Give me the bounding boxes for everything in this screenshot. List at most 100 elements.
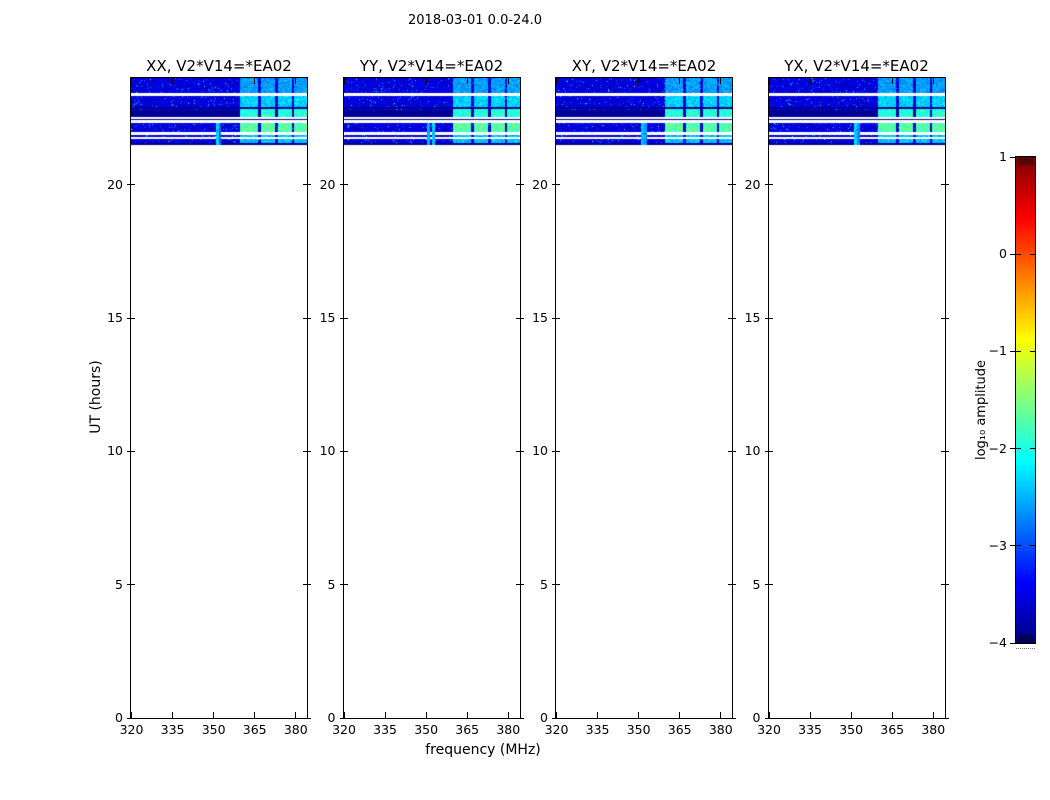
x-axis-tick: [295, 712, 297, 718]
spectrogram-canvas: [556, 78, 732, 718]
y-axis-tick: [728, 450, 736, 452]
x-axis-tick: [850, 712, 852, 718]
x-axis-tick: [720, 712, 722, 718]
spectrogram-canvas: [768, 78, 945, 718]
y-tick-label: 15: [319, 310, 336, 325]
x-axis-tick: [597, 78, 599, 84]
x-axis-tick: [891, 78, 893, 84]
x-tick-label: 365: [455, 722, 480, 737]
colorbar-tick: [1016, 545, 1021, 547]
x-tick-label: 350: [839, 722, 864, 737]
colorbar-minor-dots: [1016, 648, 1035, 649]
spectrogram-panel: [767, 77, 946, 719]
y-tick-label: 10: [532, 443, 548, 459]
x-axis-tick: [720, 78, 722, 84]
y-axis-tick: [940, 450, 949, 452]
x-axis-tick: [768, 78, 770, 84]
x-axis-tick: [254, 712, 256, 718]
y-tick-label: 20: [744, 176, 761, 192]
y-tick-label: 15: [744, 310, 761, 325]
y-axis-tick: [303, 184, 311, 186]
y-axis-tick: [552, 184, 560, 186]
y-axis-tick: [552, 717, 560, 719]
x-tick-label: 320: [332, 722, 356, 737]
x-axis-tick: [384, 712, 386, 718]
colorbar-label: log₁₀ amplitude: [974, 359, 989, 461]
y-tick-label: 10: [319, 443, 336, 459]
x-tick-label: 350: [201, 722, 226, 737]
y-tick-label: 5: [327, 576, 336, 592]
y-axis-tick: [303, 317, 311, 319]
colorbar-tick: [1010, 253, 1016, 255]
colorbar-tick-label: 0: [999, 246, 1007, 262]
x-axis-tick: [768, 712, 770, 718]
y-axis-tick: [339, 184, 348, 186]
spectrogram-canvas: [131, 78, 307, 718]
y-axis-tick: [764, 184, 773, 186]
x-axis-tick: [295, 78, 297, 84]
x-axis-tick: [891, 712, 893, 718]
x-axis-tick: [679, 78, 681, 84]
x-axis-tick: [597, 712, 599, 718]
colorbar-tick-label: −1: [988, 343, 1007, 359]
panel-title: XY, V2*V14=*EA02: [571, 57, 717, 75]
y-axis-tick: [764, 317, 773, 319]
y-axis-tick: [127, 584, 135, 586]
panel-title: XX, V2*V14=*EA02: [146, 57, 292, 75]
y-axis-tick: [515, 717, 524, 719]
x-axis-tick: [131, 712, 133, 718]
x-tick-label: 320: [757, 722, 781, 737]
y-axis-tick: [552, 317, 560, 319]
colorbar: [1015, 156, 1036, 644]
panel-title: YX, V2*V14=*EA02: [784, 57, 929, 75]
x-axis-tick: [932, 78, 934, 84]
y-tick-label: 15: [532, 310, 548, 325]
y-axis-tick: [552, 450, 560, 452]
y-tick-label: 0: [115, 710, 123, 725]
x-tick-label: 380: [921, 722, 946, 737]
y-axis-tick: [940, 584, 949, 586]
y-axis-tick: [303, 717, 311, 719]
x-axis-tick: [638, 712, 640, 718]
y-axis-tick: [764, 450, 773, 452]
y-axis-tick: [728, 584, 736, 586]
x-axis-tick: [556, 712, 558, 718]
y-tick-label: 10: [744, 443, 761, 459]
y-axis-tick: [940, 717, 949, 719]
colorbar-tick: [1010, 545, 1016, 547]
x-axis-tick: [507, 78, 509, 84]
y-axis-tick: [339, 450, 348, 452]
y-axis-tick: [764, 717, 773, 719]
y-axis-tick: [728, 317, 736, 319]
y-tick-label: 0: [327, 710, 336, 725]
y-axis-tick: [339, 584, 348, 586]
x-axis-tick: [213, 78, 215, 84]
y-axis-tick: [552, 584, 560, 586]
x-axis-tick: [507, 712, 509, 718]
x-axis-tick: [172, 78, 174, 84]
y-axis-tick: [728, 717, 736, 719]
y-axis-label: UT (hours): [88, 360, 104, 434]
y-axis-tick: [127, 450, 135, 452]
x-axis-tick: [932, 712, 934, 718]
panel-title: YY, V2*V14=*EA02: [359, 57, 504, 75]
spectrogram-panel: [555, 77, 733, 719]
x-tick-label: 320: [119, 722, 144, 737]
x-tick-label: 380: [708, 722, 733, 737]
y-axis-tick: [515, 184, 524, 186]
x-axis-tick: [131, 78, 133, 84]
y-tick-label: 0: [540, 710, 548, 725]
x-axis-tick: [425, 78, 427, 84]
colorbar-tick-label: 1: [999, 149, 1007, 164]
y-axis-tick: [339, 317, 348, 319]
colorbar-tick: [1016, 253, 1021, 255]
colorbar-tick: [1016, 350, 1021, 352]
x-tick-label: 350: [414, 722, 439, 737]
figure-title: 2018-03-01 0.0-24.0: [408, 13, 542, 28]
y-axis-tick: [940, 184, 949, 186]
colorbar-tick: [1016, 448, 1021, 450]
x-tick-label: 335: [585, 722, 610, 737]
colorbar-tick: [1010, 156, 1016, 158]
x-axis-tick: [213, 712, 215, 718]
